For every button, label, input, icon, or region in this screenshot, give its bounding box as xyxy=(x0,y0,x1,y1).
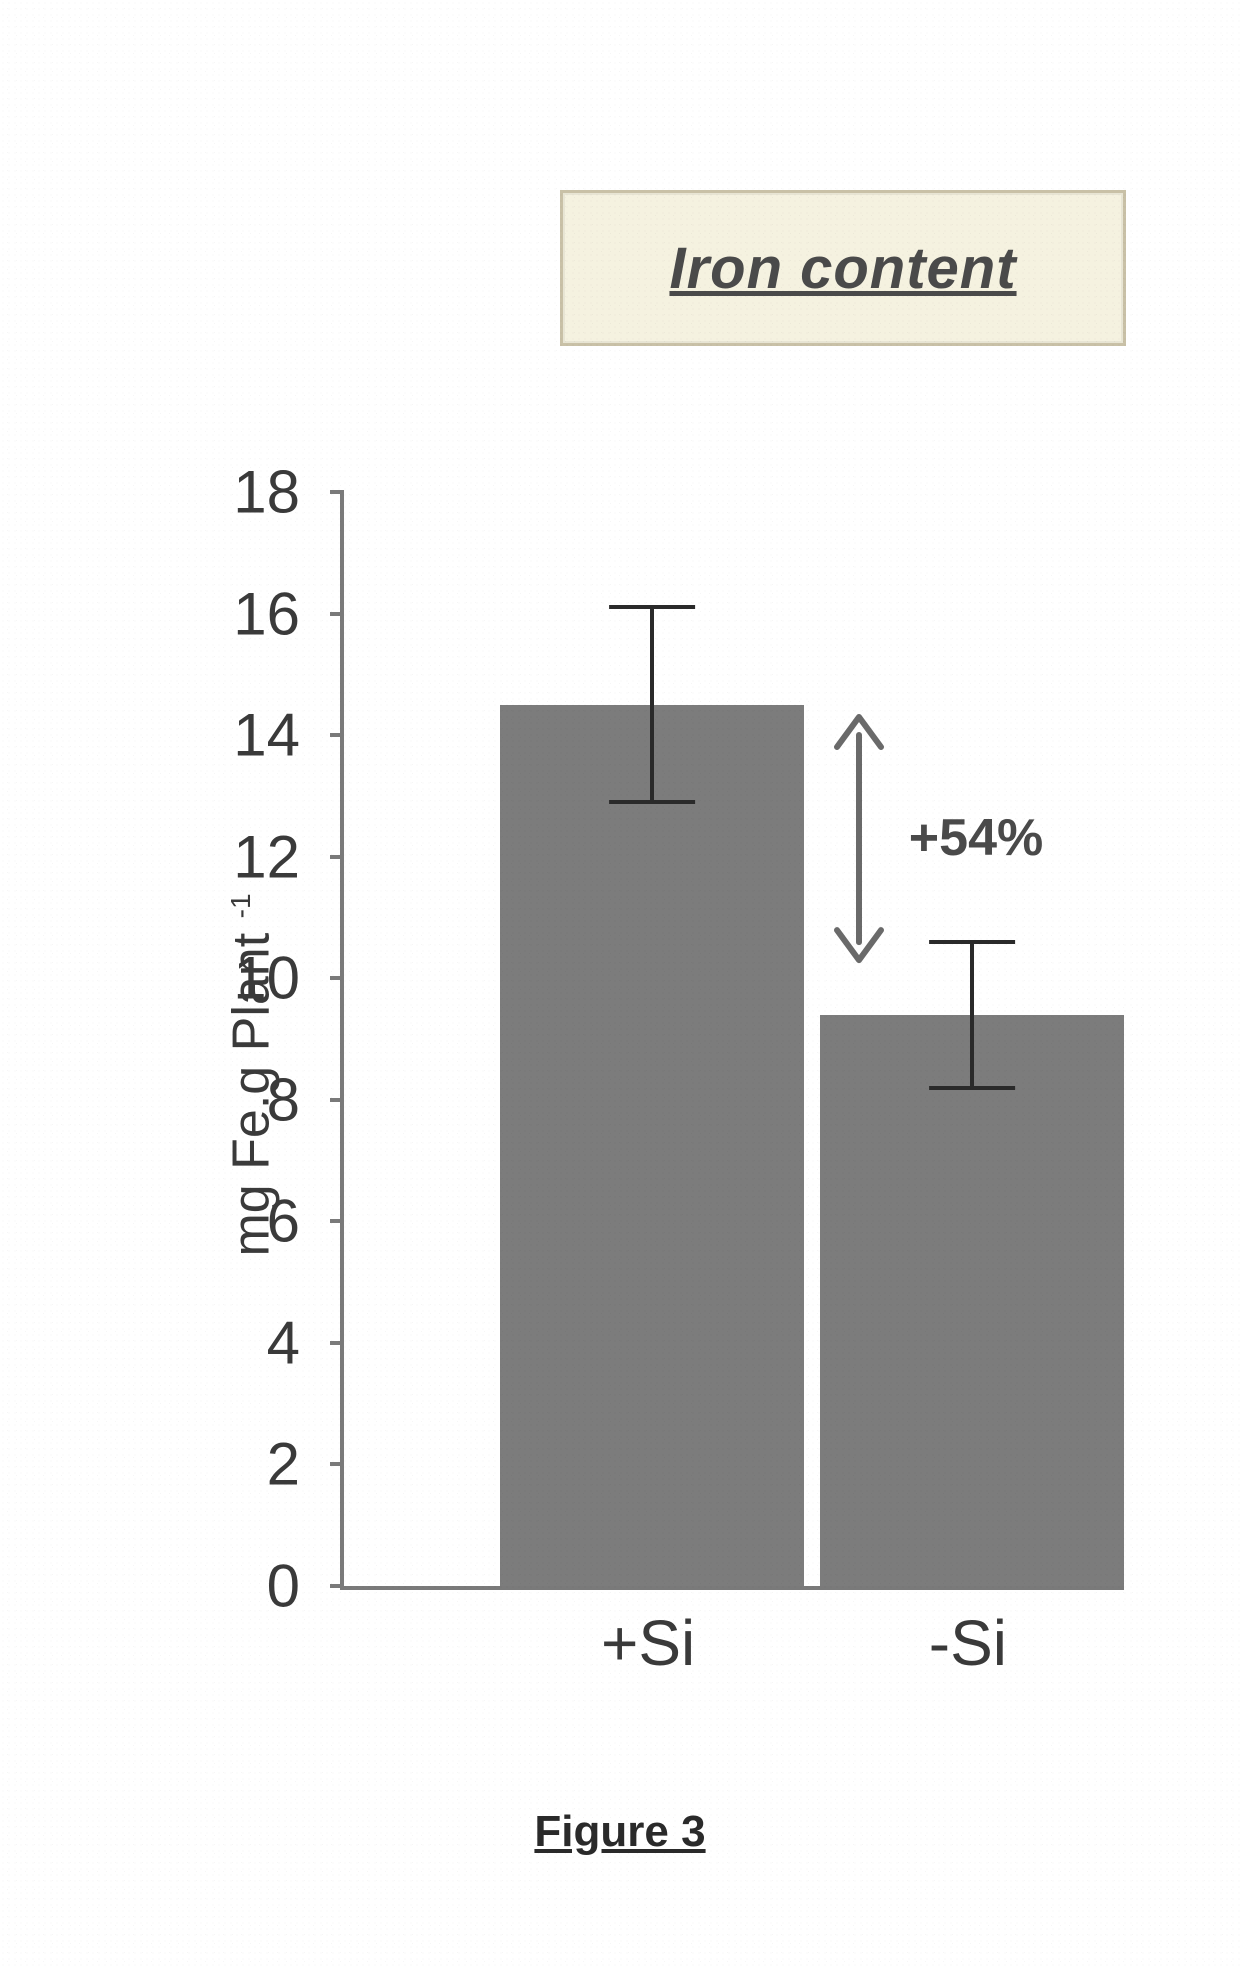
y-tick-mark xyxy=(330,733,344,737)
error-cap xyxy=(609,800,695,804)
y-tick-mark xyxy=(330,612,344,616)
y-tick-label: 18 xyxy=(140,458,300,527)
y-tick-label: 16 xyxy=(140,579,300,648)
title-box: Iron content xyxy=(560,190,1126,346)
error-bar xyxy=(650,607,654,801)
bar-si xyxy=(820,1015,1124,1586)
error-cap xyxy=(929,1086,1015,1090)
y-tick-label: 0 xyxy=(140,1552,300,1621)
y-tick-mark xyxy=(330,1219,344,1223)
y-tick-label: 2 xyxy=(140,1430,300,1499)
y-tick-label: 4 xyxy=(140,1308,300,1377)
y-tick-mark xyxy=(330,1584,344,1588)
error-bar xyxy=(970,942,974,1088)
y-tick-label: 10 xyxy=(140,944,300,1013)
y-tick-label: 8 xyxy=(140,1065,300,1134)
y-tick-label: 14 xyxy=(140,701,300,770)
y-tick-label: 12 xyxy=(140,822,300,891)
chart-title: Iron content xyxy=(669,235,1016,302)
y-tick-mark xyxy=(330,976,344,980)
difference-label: +54% xyxy=(909,808,1043,868)
difference-arrow-icon xyxy=(819,697,899,980)
y-tick-mark xyxy=(330,1462,344,1466)
error-cap xyxy=(929,940,1015,944)
y-tick-mark xyxy=(330,1098,344,1102)
plot-area: +54% xyxy=(340,492,1124,1590)
iron-content-chart: mg Fe.g Plant -1 +54% 024681012141618+Si… xyxy=(120,460,1130,1690)
y-tick-mark xyxy=(330,1341,344,1345)
y-tick-mark xyxy=(330,855,344,859)
error-cap xyxy=(609,605,695,609)
category-label: -Si xyxy=(929,1606,1007,1680)
category-label: +Si xyxy=(601,1606,695,1680)
y-tick-label: 6 xyxy=(140,1187,300,1256)
y-tick-mark xyxy=(330,490,344,494)
bar-si xyxy=(500,705,804,1586)
figure-caption: Figure 3 xyxy=(534,1807,705,1857)
